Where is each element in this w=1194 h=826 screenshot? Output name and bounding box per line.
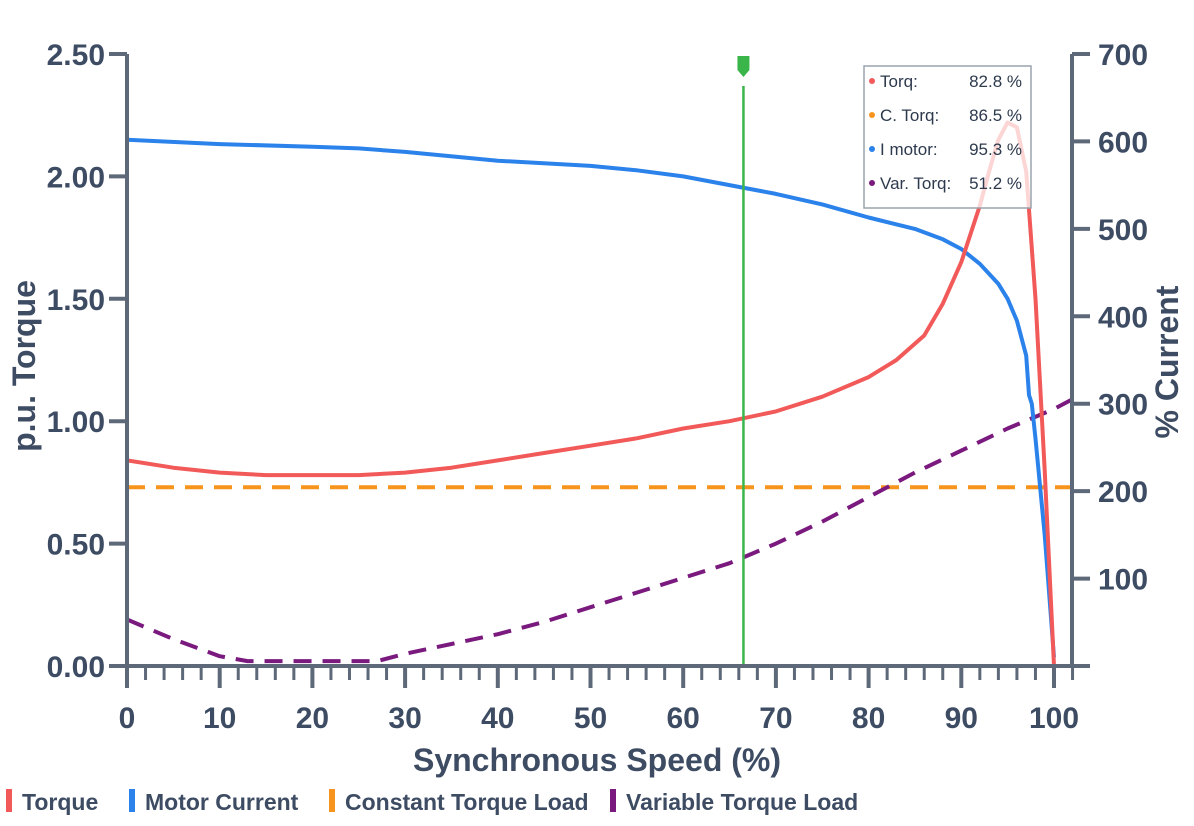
y-tick-label: 1.50: [47, 284, 105, 317]
legend-label: Motor Current: [145, 789, 299, 815]
legend-label: Torque: [22, 789, 98, 815]
tooltip-label: I motor:: [880, 140, 938, 159]
x-tick-label: 0: [119, 702, 136, 735]
y-tick-label: 0.00: [47, 651, 105, 684]
cursor-group: [737, 56, 750, 666]
y2-tick-label: 100: [1098, 564, 1148, 597]
x-tick-label: 50: [574, 702, 607, 735]
y-tick-label: 2.00: [47, 161, 105, 194]
legend: Torque Motor Current Constant Torque Load V…: [6, 789, 858, 815]
y-tick-label: 0.50: [47, 529, 105, 562]
x-tick-label: 60: [667, 702, 700, 735]
y2-tick-label: 700: [1098, 39, 1148, 72]
axes-group: 0.000.501.001.502.002.501002003004005006…: [47, 39, 1148, 735]
x-tick-label: 40: [481, 702, 514, 735]
tooltip-box: [863, 65, 1032, 209]
legend-label: Variable Torque Load: [626, 789, 858, 815]
y2-tick-label: 400: [1098, 301, 1148, 334]
tooltip-value: 51.2 %: [969, 174, 1022, 193]
tooltip-label: Torq:: [880, 72, 918, 91]
tooltip-label: C. Torq:: [880, 106, 939, 125]
legend-swatch: [6, 789, 12, 812]
y-tick-label: 1.00: [47, 406, 105, 439]
y2-tick-label: 600: [1098, 126, 1148, 159]
tooltip-marker-dot: [869, 112, 875, 118]
tooltip-marker-dot: [869, 180, 875, 186]
y2-tick-label: 300: [1098, 389, 1148, 422]
x-tick-label: 80: [852, 702, 885, 735]
tooltip-marker-dot: [869, 146, 875, 152]
legend-swatch: [129, 789, 135, 812]
x-axis-title: Synchronous Speed (%): [413, 742, 781, 778]
cursor-handle-icon: [737, 56, 750, 77]
legend-label: Constant Torque Load: [345, 789, 589, 815]
x-tick-label: 30: [388, 702, 421, 735]
tooltip-value: 82.8 %: [969, 72, 1022, 91]
tooltip-group: Torq: 82.8 % C. Torq: 86.5 % I motor: 95.3 % V…: [863, 65, 1032, 209]
y2-tick-label: 500: [1098, 214, 1148, 247]
tooltip-value: 86.5 %: [969, 106, 1022, 125]
legend-swatch: [329, 789, 335, 812]
x-tick-label: 20: [296, 702, 329, 735]
legend-swatch: [610, 789, 616, 812]
tooltip-marker-dot: [869, 78, 875, 84]
x-tick-label: 100: [1029, 702, 1079, 735]
x-tick-label: 10: [203, 702, 236, 735]
y-tick-label: 2.50: [47, 39, 105, 72]
variable-torque-load-line: [126, 397, 1074, 664]
y2-axis-title: % Current: [1149, 285, 1185, 438]
y-axis-title: p.u. Torque: [6, 280, 42, 452]
tooltip-label: Var. Torq:: [880, 174, 951, 193]
x-tick-label: 90: [945, 702, 978, 735]
tooltip-value: 95.3 %: [969, 140, 1022, 159]
x-tick-label: 70: [759, 702, 792, 735]
y2-tick-label: 200: [1098, 476, 1148, 509]
motor-current-line: [126, 137, 1056, 658]
